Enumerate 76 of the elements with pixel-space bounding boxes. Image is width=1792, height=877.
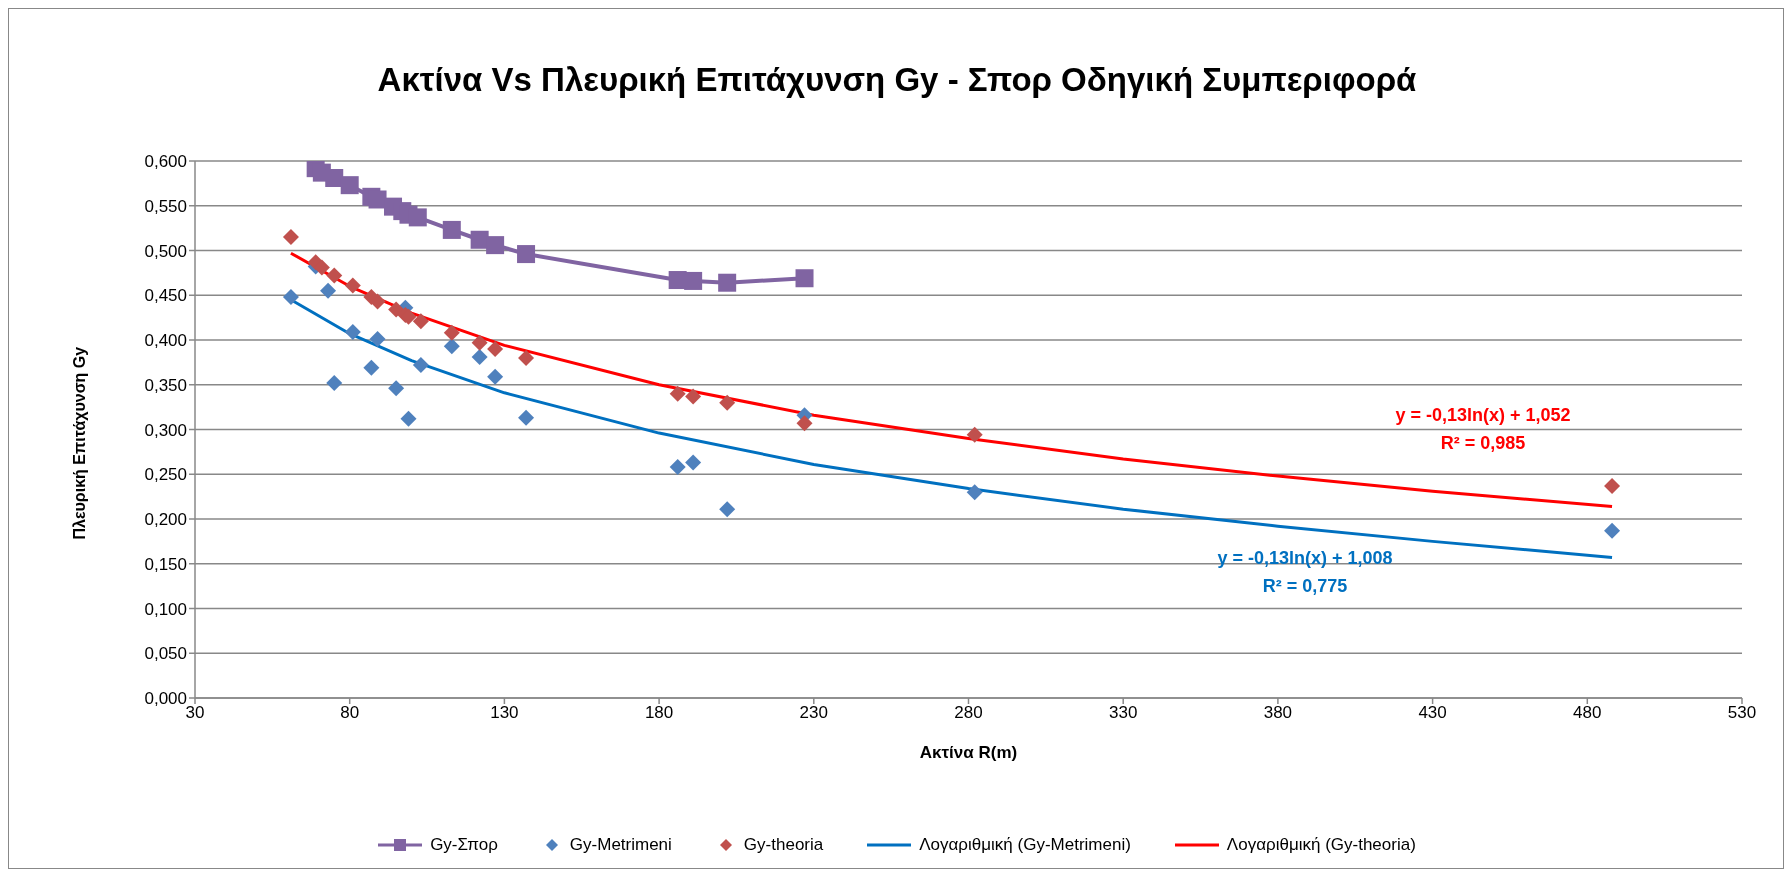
x-tick-label: 230 — [799, 703, 828, 723]
point — [1604, 522, 1621, 539]
y-tick-label: 0,050 — [144, 644, 187, 664]
legend-label: Gy-theoria — [742, 835, 824, 855]
point — [518, 409, 535, 426]
x-tick-label: 530 — [1727, 703, 1757, 723]
point — [796, 415, 813, 432]
point — [685, 454, 702, 471]
x-tick-label: 330 — [1109, 703, 1138, 723]
annotation: y = -0,13ln(x) + 1,052 R² = 0,985 — [1394, 404, 1572, 455]
point — [442, 220, 461, 239]
point — [719, 501, 736, 518]
point — [966, 484, 983, 501]
point — [669, 385, 686, 402]
point — [282, 289, 299, 306]
point — [487, 340, 504, 357]
x-tick-label: 430 — [1418, 703, 1447, 723]
point — [326, 267, 343, 284]
point — [408, 208, 427, 227]
y-axis-title: Πλευρική Επιτάχυνση Gy — [70, 346, 88, 540]
point — [340, 176, 359, 195]
point — [412, 357, 429, 374]
y-tick-label: 0,200 — [144, 510, 187, 530]
point — [517, 245, 536, 264]
y-tick-label: 0,400 — [144, 331, 187, 351]
y-tick-label: 0,100 — [144, 599, 187, 619]
point — [326, 374, 343, 391]
y-tick-label: 0,000 — [144, 689, 187, 709]
point — [518, 349, 535, 366]
y-tick-label: 0,450 — [144, 286, 187, 306]
point — [487, 368, 504, 385]
point — [344, 323, 361, 340]
point — [369, 331, 386, 348]
point — [669, 459, 686, 476]
point — [685, 388, 702, 405]
point — [412, 313, 429, 330]
point — [718, 273, 737, 292]
chart-title: Ακτίνα Vs Πλευρική Επιτάχυνση Gy - Σπορ Οδηγική Συμπεριφορά — [376, 61, 1418, 99]
y-tick-label: 0,250 — [144, 465, 187, 485]
point — [443, 324, 460, 341]
annotation: y = -0,13ln(x) + 1,008 R² = 0,775 — [1216, 547, 1394, 598]
point — [486, 236, 505, 255]
x-axis-title: Ακτίνα R(m) — [919, 743, 1018, 762]
point — [471, 349, 488, 366]
x-tick-label: 80 — [340, 703, 360, 723]
x-tick-label: 130 — [490, 703, 519, 723]
point — [344, 277, 361, 294]
point — [388, 301, 405, 318]
y-tick-label: 0,600 — [144, 152, 187, 172]
y-tick-label: 0,500 — [144, 241, 187, 261]
y-tick-label: 0,150 — [144, 554, 187, 574]
legend-label: Gy-Metrimeni — [568, 835, 672, 855]
x-tick-label: 280 — [954, 703, 983, 723]
point — [320, 282, 337, 299]
x-tick-label: 30 — [185, 703, 205, 723]
x-tick-label: 180 — [644, 703, 674, 723]
point — [363, 359, 380, 376]
y-tick-label: 0,300 — [144, 420, 187, 440]
point — [471, 334, 488, 351]
point — [966, 426, 983, 443]
point — [795, 269, 814, 288]
point — [388, 380, 405, 397]
y-tick-label: 0,350 — [144, 375, 187, 395]
line-series — [289, 251, 1614, 508]
legend-label: Λογαριθμική (Gy-theoria) — [1225, 835, 1416, 855]
point — [684, 271, 703, 290]
x-tick-label: 480 — [1573, 703, 1602, 723]
point — [400, 410, 417, 427]
point — [1604, 477, 1621, 494]
point — [282, 229, 299, 246]
legend-label: Gy-Σπορ — [429, 835, 498, 855]
y-tick-label: 0,550 — [144, 196, 187, 216]
legend-label: Λογαριθμική (Gy-Metrimeni) — [918, 835, 1131, 855]
point — [443, 338, 460, 355]
point — [719, 394, 736, 411]
x-tick-label: 380 — [1263, 703, 1293, 723]
